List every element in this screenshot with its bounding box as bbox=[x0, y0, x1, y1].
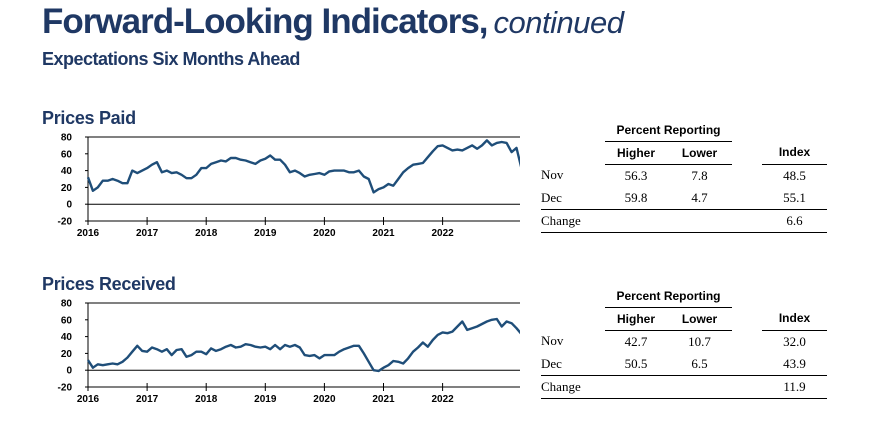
cell-lower: 6.5 bbox=[667, 352, 732, 376]
cell-index: 48.5 bbox=[783, 167, 806, 183]
row-label: Change bbox=[541, 375, 605, 399]
y-tick-label: 20 bbox=[61, 183, 73, 194]
group-header: Percent Reporting bbox=[616, 122, 721, 137]
x-tick-label: 2021 bbox=[372, 228, 395, 239]
prices-received-title: Prices Received bbox=[42, 274, 176, 294]
col-lower: Lower bbox=[667, 306, 732, 331]
y-tick-label: -20 bbox=[58, 217, 73, 228]
x-tick-label: 2019 bbox=[254, 394, 277, 405]
title-main: Forward-Looking Indicators, bbox=[42, 2, 489, 41]
y-tick-label: 0 bbox=[66, 366, 72, 377]
x-tick-label: 2021 bbox=[372, 394, 395, 405]
col-index: Index bbox=[762, 307, 827, 331]
x-tick-label: 2017 bbox=[136, 394, 159, 405]
row-label: Dec bbox=[541, 352, 605, 376]
page-title: Forward-Looking Indicators, continued bbox=[42, 2, 624, 42]
y-tick-label: 40 bbox=[61, 166, 73, 177]
y-tick-label: 60 bbox=[61, 149, 73, 160]
cell-index: 6.6 bbox=[762, 209, 827, 233]
y-tick-label: 40 bbox=[61, 332, 73, 343]
row-label: Change bbox=[541, 209, 605, 233]
y-tick-label: 80 bbox=[61, 133, 73, 144]
cell-index: 55.1 bbox=[762, 186, 827, 210]
cell-lower: 7.8 bbox=[691, 167, 708, 183]
y-tick-label: 20 bbox=[61, 349, 73, 360]
x-tick-label: 2022 bbox=[431, 394, 454, 405]
cell-index: 32.0 bbox=[783, 333, 806, 349]
cell-higher: 56.3 bbox=[624, 167, 648, 183]
series-line bbox=[86, 317, 520, 373]
row-label: Nov bbox=[541, 167, 564, 183]
cell-higher: 42.7 bbox=[624, 333, 648, 349]
y-tick-label: 0 bbox=[66, 200, 72, 211]
table-row: Nov 56.3 7.8 48.5 bbox=[541, 164, 827, 187]
table-row: Nov 42.7 10.7 32.0 bbox=[541, 330, 827, 353]
y-tick-label: 80 bbox=[61, 299, 73, 310]
cell-index: 43.9 bbox=[762, 352, 827, 376]
series-line bbox=[86, 139, 520, 194]
cell-lower: 4.7 bbox=[667, 186, 732, 210]
group-header: Percent Reporting bbox=[616, 288, 721, 303]
cell-lower: 10.7 bbox=[688, 333, 711, 349]
col-higher: Higher bbox=[605, 140, 667, 165]
page-subtitle: Expectations Six Months Ahead bbox=[42, 49, 300, 69]
col-higher: Higher bbox=[605, 306, 667, 331]
x-tick-label: 2020 bbox=[313, 394, 336, 405]
prices-paid-table: Percent Reporting Higher Lower Index Nov… bbox=[541, 119, 827, 233]
table-row: Change 6.6 bbox=[541, 209, 827, 233]
x-tick-label: 2016 bbox=[77, 394, 100, 405]
row-label: Nov bbox=[541, 333, 564, 349]
prices-received-chart: -20 0 20 40 60 80 2016 2017 2018 2019 2020 2021 2022 bbox=[58, 299, 520, 405]
x-tick-label: 2019 bbox=[254, 228, 277, 239]
y-tick-label: -20 bbox=[58, 383, 73, 394]
cell-higher: 50.5 bbox=[605, 352, 667, 376]
x-tick-label: 2018 bbox=[195, 394, 218, 405]
cell-index: 11.9 bbox=[762, 375, 827, 399]
x-tick-label: 2020 bbox=[313, 228, 336, 239]
col-index: Index bbox=[762, 141, 827, 165]
prices-paid-title: Prices Paid bbox=[42, 108, 136, 128]
y-tick-label: 60 bbox=[61, 315, 73, 326]
prices-received-table: Percent Reporting Higher Lower Index Nov… bbox=[541, 285, 827, 399]
table-row: Change 11.9 bbox=[541, 375, 827, 399]
table-row: Dec 50.5 6.5 43.9 bbox=[541, 352, 827, 376]
x-tick-label: 2018 bbox=[195, 228, 218, 239]
cell-higher: 59.8 bbox=[605, 186, 667, 210]
x-tick-label: 2022 bbox=[431, 228, 454, 239]
row-label: Dec bbox=[541, 186, 605, 210]
title-suffix: continued bbox=[493, 5, 624, 40]
col-lower: Lower bbox=[667, 140, 732, 165]
x-tick-label: 2017 bbox=[136, 228, 159, 239]
x-tick-label: 2016 bbox=[77, 228, 100, 239]
prices-paid-chart: -20 0 20 40 60 80 2016 2017 2018 2019 2020 2021 2022 bbox=[58, 133, 520, 239]
table-row: Dec 59.8 4.7 55.1 bbox=[541, 186, 827, 210]
